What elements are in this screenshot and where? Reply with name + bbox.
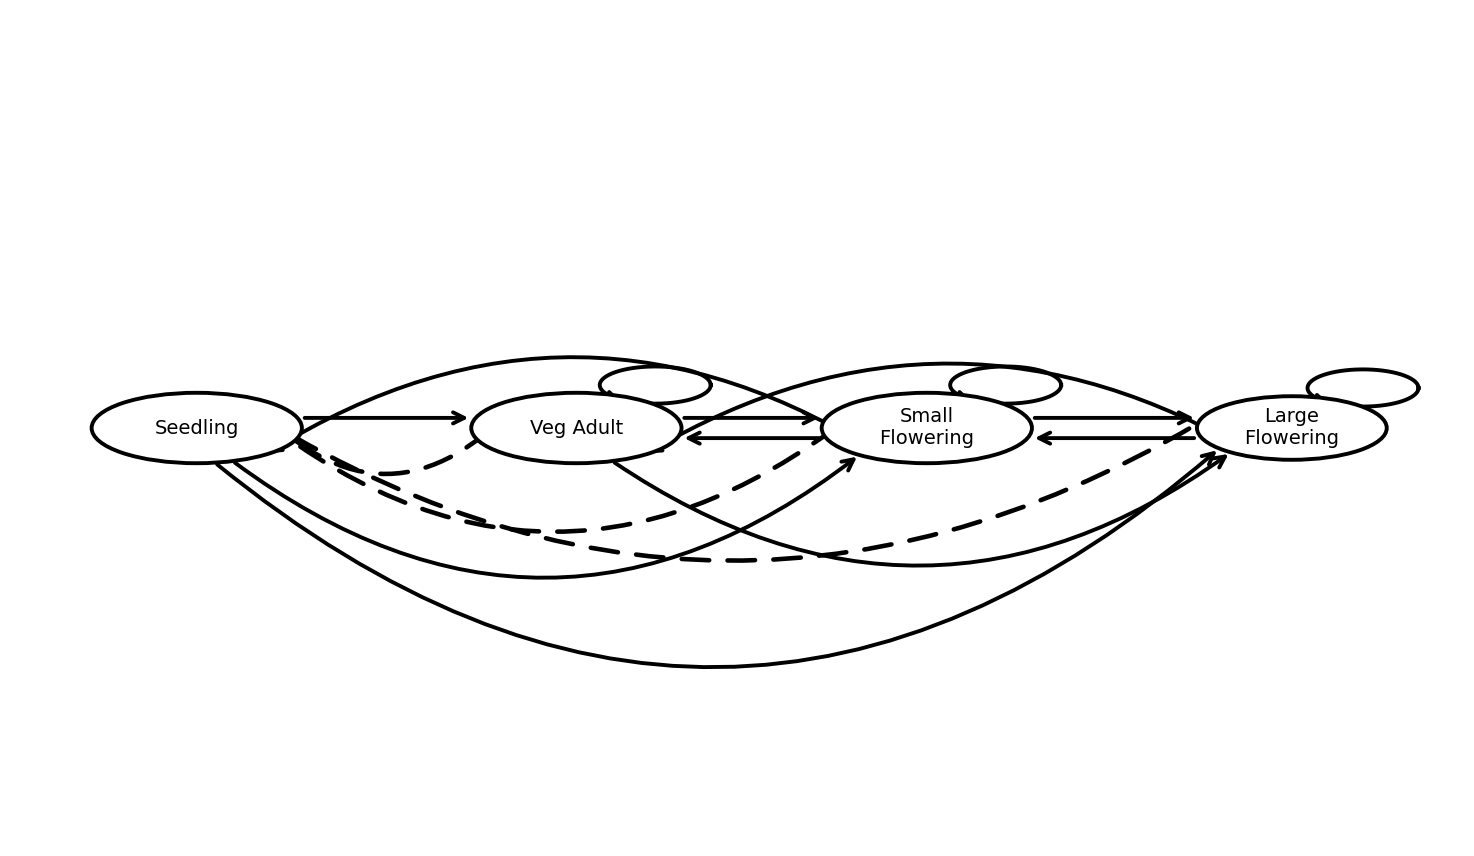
Text: Seedling: Seedling bbox=[155, 419, 239, 437]
Ellipse shape bbox=[821, 393, 1032, 463]
Text: Veg Adult: Veg Adult bbox=[529, 419, 624, 437]
Ellipse shape bbox=[472, 393, 681, 463]
Text: Large
Flowering: Large Flowering bbox=[1244, 407, 1340, 449]
Ellipse shape bbox=[1197, 396, 1387, 460]
Ellipse shape bbox=[91, 393, 302, 463]
Text: Small
Flowering: Small Flowering bbox=[880, 407, 974, 449]
